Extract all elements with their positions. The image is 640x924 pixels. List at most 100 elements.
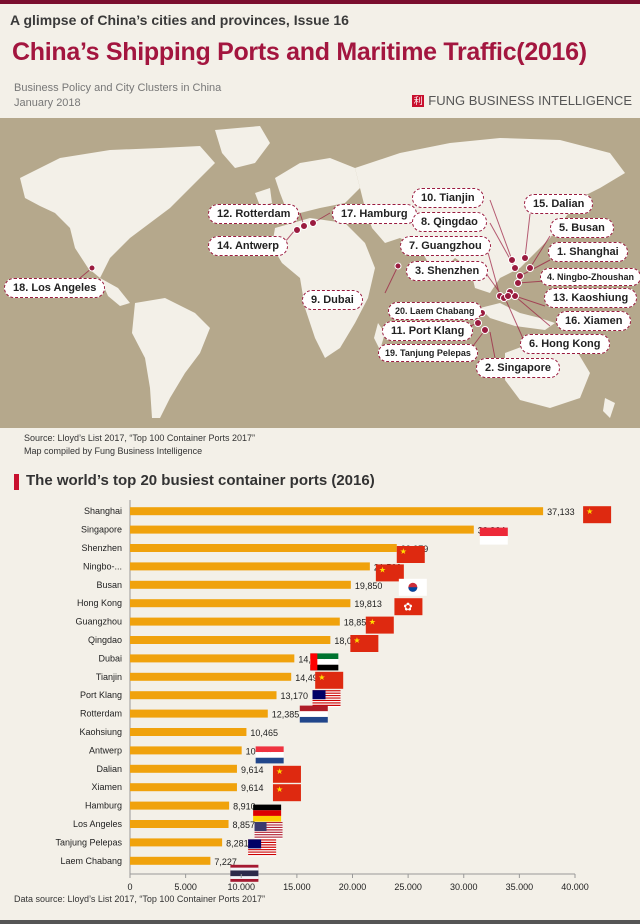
callout-dubai: 9. Dubai (302, 290, 363, 310)
value-label: 8,910 (233, 802, 256, 812)
chart-title-marker (14, 474, 19, 490)
x-tick-label: 5,000 (174, 882, 197, 890)
callout-qingdao: 8. Qingdao (412, 212, 487, 232)
bar (130, 599, 351, 608)
svg-text:★: ★ (586, 507, 593, 516)
flag-icon-uae (310, 653, 339, 671)
category-label: Rotterdam (80, 709, 122, 719)
category-label: Tianjin (96, 672, 122, 682)
value-label: 9,614 (241, 765, 264, 775)
flag-icon-belgium (255, 746, 284, 764)
category-label: Ningbo-... (83, 561, 122, 571)
callout-port-klang: 11. Port Klang (382, 321, 474, 341)
bar (130, 636, 331, 644)
callout-xiamen: 16. Xiamen (556, 311, 632, 331)
bar (130, 820, 229, 828)
callout-ningbo: 4. Ningbo-Zhoushan (540, 268, 640, 286)
category-label: Los Angeles (73, 819, 123, 829)
callout-hong-kong: 6. Hong Kong (520, 334, 610, 354)
callout-dalian: 15. Dalian (524, 194, 594, 214)
subtitle-date: January 2018 (14, 97, 81, 109)
bar (130, 654, 295, 663)
x-tick-label: 15,000 (283, 882, 311, 890)
value-label: 19,813 (354, 599, 382, 609)
value-label: 14,490 (295, 673, 323, 683)
subtitle-series: Business Policy and City Clusters in Chi… (14, 82, 222, 94)
category-label: Guangzhou (75, 617, 122, 627)
bar (130, 838, 223, 847)
brand-logo-icon: 利 (412, 94, 425, 107)
x-tick-label: 40,000 (561, 882, 589, 890)
bar (130, 525, 474, 534)
value-label: 9,614 (241, 783, 264, 793)
value-label: 10,465 (250, 728, 278, 738)
bar (130, 580, 351, 589)
category-label: Dubai (98, 653, 122, 663)
category-label: Qingdao (88, 635, 122, 645)
bar (130, 856, 211, 865)
data-source: Data source: Lloyd’s List 2017, “Top 100… (14, 894, 265, 904)
x-tick-label: 30,000 (450, 882, 478, 890)
brand: 利 FUNG BUSINESS INTELLIGENCE (412, 93, 632, 108)
flag-icon-china: ★ (365, 616, 394, 634)
callout-tianjin: 10. Tianjin (412, 188, 484, 208)
world-map-graphic (20, 126, 625, 418)
svg-text:★: ★ (276, 785, 283, 794)
category-label: Singapore (81, 525, 122, 535)
category-label: Tanjung Pelepas (55, 837, 122, 847)
flag-icon-malaysia (312, 690, 341, 708)
category-label: Shenzhen (81, 543, 122, 553)
x-tick-label: 20,000 (339, 882, 367, 890)
svg-text:★: ★ (369, 618, 376, 627)
callout-kaoshiung: 13. Kaoshiung (544, 288, 638, 308)
page-title: China’s Shipping Ports and Maritime Traf… (12, 38, 587, 66)
callout-antwerp: 14. Antwerp (208, 236, 288, 256)
category-label: Port Klang (80, 690, 122, 700)
map-compiled: Map compiled by Fung Business Intelligen… (24, 446, 203, 456)
flag-icon-china: ★ (272, 765, 301, 783)
value-label: 13,170 (281, 691, 309, 701)
callout-busan: 5. Busan (550, 218, 614, 238)
svg-text:★: ★ (353, 636, 360, 645)
callout-los-angeles: 18. Los Angeles (4, 278, 106, 298)
bar (130, 507, 544, 516)
flag-icon-netherlands (299, 705, 328, 723)
value-label: 18,858 (344, 618, 372, 628)
bar (130, 544, 397, 552)
category-label: Busan (96, 580, 122, 590)
chart-title: The world’s top 20 busiest container por… (26, 472, 375, 489)
category-label: Hamburg (85, 801, 122, 811)
bar (130, 728, 247, 736)
category-label: Hong Kong (77, 598, 122, 608)
flag-icon-germany (253, 804, 282, 822)
category-label: Antwerp (89, 745, 122, 755)
flag-icon-hongkong: ✿ (394, 598, 423, 616)
world-map: 18. Los Angeles 12. Rotterdam 17. Hambur… (0, 118, 640, 428)
bar (130, 783, 237, 792)
value-label: 8,857 (233, 820, 256, 830)
flag-icon-thailand (230, 864, 259, 882)
bar (130, 801, 230, 810)
bottom-bar (0, 920, 640, 924)
svg-text:★: ★ (400, 547, 407, 556)
bar (130, 746, 242, 755)
x-tick-label: 25,000 (394, 882, 422, 890)
category-label: Shanghai (84, 506, 122, 516)
category-label: Laem Chabang (60, 856, 122, 866)
callout-hamburg: 17. Hamburg (332, 204, 417, 224)
category-label: Dalian (96, 764, 122, 774)
value-label: 19,850 (355, 581, 383, 591)
brand-name: FUNG BUSINESS INTELLIGENCE (428, 93, 632, 108)
category-label: Kaohsiung (79, 727, 122, 737)
value-label: 12,385 (272, 710, 300, 720)
flag-icon-usa (254, 822, 283, 839)
value-label: 37,133 (547, 507, 575, 517)
bar (130, 562, 370, 571)
value-label: 8,281 (226, 838, 249, 848)
value-label: 18,010 (334, 636, 362, 646)
flag-icon-china: ★ (396, 546, 425, 563)
bar (130, 617, 340, 626)
flag-icon-singapore (479, 527, 508, 545)
value-label: 7,227 (214, 857, 237, 867)
issue-label: A glimpse of China’s cities and province… (10, 12, 349, 28)
